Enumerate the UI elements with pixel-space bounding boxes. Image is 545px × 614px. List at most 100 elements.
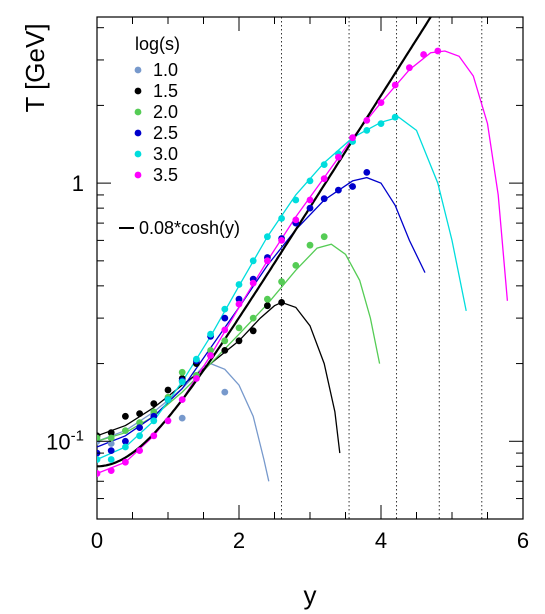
- point-3.5-20: [377, 99, 385, 106]
- point-2.5-17: [335, 186, 342, 194]
- point-2.0-15: [306, 241, 314, 249]
- legend-label-3.0: 3.0: [153, 144, 178, 164]
- legend-label-2.0: 2.0: [153, 102, 178, 122]
- series-curve-1.5: [97, 301, 341, 454]
- point-3.0-6: [178, 378, 186, 386]
- legend-label-1.0: 1.0: [153, 60, 178, 80]
- point-3.5-12: [264, 257, 271, 265]
- point-3.5-16: [320, 175, 328, 183]
- point-3.0-13: [278, 215, 285, 222]
- point-2.0-11: [249, 314, 257, 322]
- x-tick-label: 4: [375, 528, 387, 553]
- point-2.0-13: [278, 278, 285, 286]
- point-3.5-21: [391, 81, 399, 89]
- point-1.5-4: [150, 400, 158, 407]
- y-tick-label: 10-1: [46, 427, 84, 454]
- legend-label-1.5: 1.5: [153, 81, 178, 101]
- point-2.5-19: [363, 169, 371, 176]
- legend-label-2.5: 2.5: [153, 123, 178, 143]
- legend-entries: 1.01.52.02.53.03.5: [134, 60, 178, 185]
- point-3.0-8: [207, 330, 215, 338]
- point-3.0-4: [150, 417, 158, 425]
- point-2.0-0: [97, 434, 101, 442]
- point-3.0-9: [221, 305, 229, 313]
- point-3.0-11: [249, 257, 257, 265]
- point-1.5-13: [278, 299, 285, 306]
- legend-swatch-1.0: [134, 66, 142, 74]
- legend-label-3.5: 3.5: [153, 165, 178, 185]
- point-3.5-5: [164, 417, 172, 425]
- point-2.0-3: [136, 419, 144, 427]
- point-3.5-22: [406, 64, 413, 72]
- point-1.0-1: [107, 440, 115, 447]
- point-2.5-1: [107, 447, 115, 454]
- point-3.0-3: [136, 432, 144, 440]
- point-1.5-3: [136, 410, 144, 417]
- series-points: [97, 47, 442, 477]
- point-1.5-12: [264, 302, 271, 310]
- point-3.0-20: [377, 120, 385, 127]
- legend-reference-label: 0.08*cosh(y): [139, 218, 240, 238]
- vertical-reference-lines: [281, 17, 483, 519]
- point-2.5-16: [320, 195, 328, 203]
- x-tick-label: 0: [91, 528, 103, 553]
- point-3.0-12: [264, 233, 271, 241]
- point-1.5-10: [235, 337, 243, 345]
- point-2.5-15: [306, 204, 314, 212]
- point-3.5-1: [107, 467, 115, 474]
- point-3.5-0: [97, 470, 101, 477]
- point-2.0-12: [264, 295, 271, 303]
- point-1.0-2: [178, 414, 186, 422]
- point-3.0-5: [164, 396, 172, 403]
- point-3.5-14: [292, 216, 300, 224]
- point-2.5-2: [122, 437, 129, 445]
- point-3.0-7: [193, 355, 200, 363]
- point-2.5-18: [349, 183, 356, 190]
- point-2.0-16: [320, 233, 328, 241]
- legend-swatch-2.0: [134, 108, 142, 116]
- point-3.5-19: [363, 117, 371, 124]
- point-3.0-2: [122, 443, 129, 451]
- y-axis-title: T [GeV]: [20, 23, 50, 112]
- point-1.0-3: [221, 388, 229, 396]
- point-2.0-6: [178, 368, 186, 376]
- legend: log(s) 1.01.52.02.53.03.5 0.08*cosh(y): [119, 34, 240, 238]
- point-3.5-9: [221, 326, 229, 334]
- point-3.5-8: [207, 352, 215, 359]
- point-3.5-18: [349, 134, 356, 142]
- point-3.5-3: [136, 447, 144, 454]
- point-3.5-23: [420, 51, 427, 58]
- point-3.0-15: [306, 177, 314, 185]
- point-2.0-9: [221, 337, 229, 345]
- point-2.0-8: [207, 347, 215, 354]
- point-2.0-14: [292, 262, 300, 269]
- point-1.5-2: [122, 412, 129, 420]
- point-3.0-21: [391, 113, 399, 121]
- axis-tick-labels: 0 2 4 6 10-1 1: [46, 171, 529, 553]
- point-1.5-1: [107, 429, 115, 437]
- legend-title: log(s): [135, 34, 180, 54]
- point-2.0-10: [235, 324, 243, 332]
- axis-ticks: [96, 17, 524, 520]
- point-3.0-19: [363, 126, 371, 134]
- point-2.5-3: [136, 424, 144, 431]
- point-3.5-11: [249, 279, 257, 287]
- point-3.5-10: [235, 300, 243, 308]
- y-tick-label: 1: [72, 171, 84, 196]
- point-3.0-16: [320, 161, 328, 169]
- point-3.5-15: [306, 196, 314, 204]
- point-3.0-14: [292, 196, 300, 204]
- point-3.0-10: [235, 281, 243, 288]
- x-axis-title: y: [304, 580, 317, 610]
- point-2.0-2: [122, 427, 129, 434]
- point-3.5-24: [434, 47, 442, 55]
- point-3.5-4: [150, 432, 158, 440]
- point-1.5-9: [221, 347, 229, 354]
- x-tick-label: 2: [233, 528, 245, 553]
- point-3.5-6: [178, 396, 186, 403]
- point-2.5-9: [221, 314, 229, 322]
- x-tick-label: 6: [517, 528, 529, 553]
- point-3.0-1: [107, 456, 115, 463]
- point-3.5-7: [193, 375, 200, 382]
